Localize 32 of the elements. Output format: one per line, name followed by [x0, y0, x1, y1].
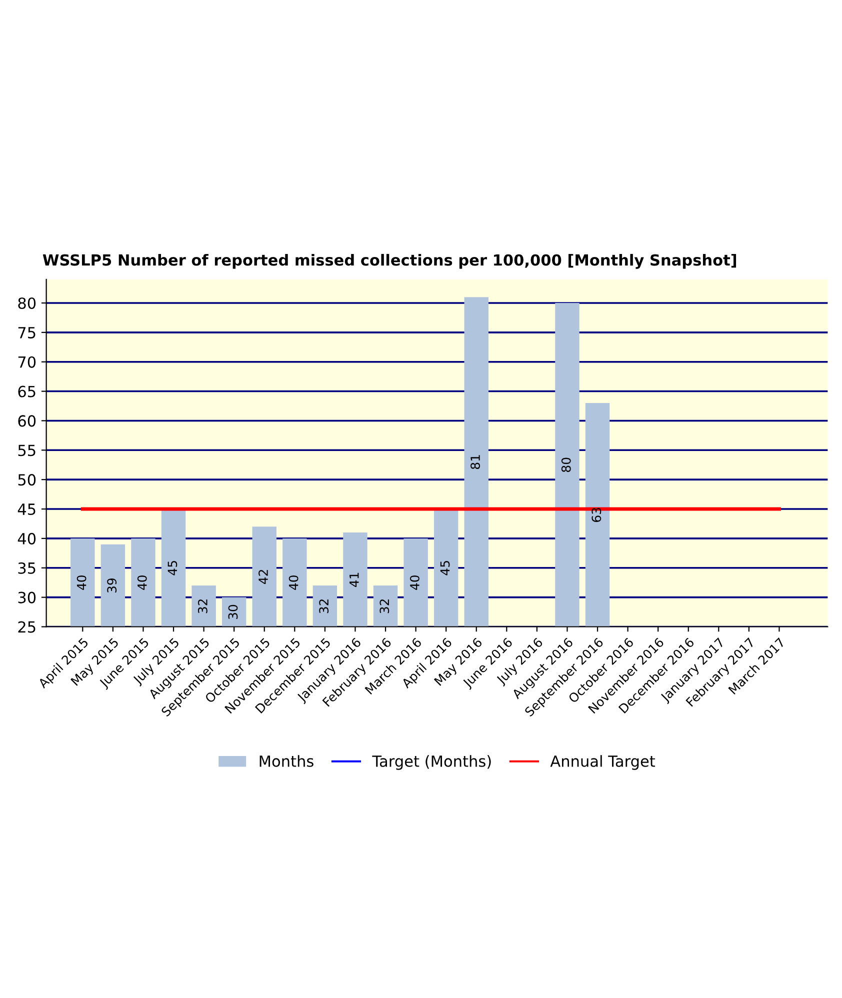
y-tick-label: 50: [18, 474, 36, 486]
data-label: 45: [168, 561, 178, 576]
legend-label: Target (Months): [372, 755, 491, 770]
y-tick-label: 70: [18, 356, 36, 368]
data-label: 40: [288, 575, 298, 590]
y-tick-label: 45: [18, 504, 36, 516]
data-label: 41: [350, 572, 359, 587]
data-label: 32: [319, 599, 329, 614]
y-tick-label: 60: [18, 415, 36, 427]
data-label: 30: [228, 604, 238, 620]
y-tick-label: 25: [18, 621, 36, 633]
y-tick-label: 40: [18, 532, 36, 544]
data-label: 40: [76, 575, 86, 590]
y-tick-label: 55: [18, 444, 36, 456]
data-label: 45: [440, 561, 450, 576]
legend-label: Months: [260, 755, 314, 767]
chart-title: WSSLP5 Number of reported missed collections per 100,000 [Monthly Snapshot]: [42, 254, 736, 269]
data-label: 63: [592, 508, 602, 522]
data-label: 32: [380, 599, 390, 614]
data-label: 81: [470, 455, 480, 470]
data-label: 39: [107, 578, 117, 593]
y-tick-label: 30: [18, 592, 36, 604]
data-label: 40: [410, 575, 420, 590]
data-label: 40: [137, 575, 147, 590]
data-label: 42: [258, 570, 268, 584]
y-tick-label: 35: [18, 562, 36, 574]
legend-label: Annual Target: [550, 755, 656, 770]
y-tick-label: 80: [18, 297, 36, 310]
y-tick-label: 75: [18, 327, 36, 338]
y-tick-label: 65: [18, 386, 36, 398]
data-label: 80: [561, 458, 571, 472]
data-label: 32: [198, 599, 208, 614]
